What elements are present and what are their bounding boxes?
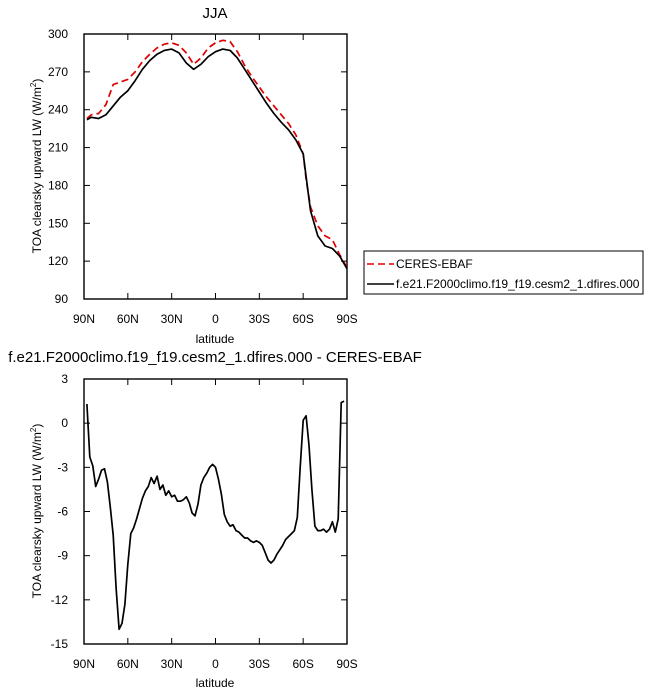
- bottom-y-tick-label: 0: [61, 416, 68, 430]
- bottom-series-line-0: [86, 400, 345, 631]
- bottom-x-tick-label: 90N: [73, 657, 95, 671]
- bottom-y-tick-label: -3: [57, 460, 68, 474]
- bottom-x-tick-label: 30S: [249, 657, 270, 671]
- top-y-tick-label: 180: [48, 178, 68, 192]
- legend-label-ceres: CERES-EBAF: [396, 257, 473, 271]
- top-x-tick-label: 60N: [117, 312, 139, 326]
- top-y-tick-label: 90: [55, 292, 69, 306]
- bottom-x-tick-label: 0: [212, 657, 219, 671]
- bottom-y-axis-label: TOA clearsky upward LW (W/m2): [29, 424, 44, 599]
- bottom-y-tick-label: -9: [57, 549, 68, 563]
- bottom-y-tick-label: -6: [57, 505, 68, 519]
- legend-box: [363, 250, 644, 295]
- bottom-series-lines: [86, 400, 345, 631]
- bottom-y-tick-label: 3: [61, 372, 68, 386]
- bottom-x-axis: 90N 60N 30N 0 30S 60S 90S: [73, 379, 358, 671]
- top-series-lines: [86, 39, 348, 270]
- top-series-line-1: [86, 48, 348, 270]
- top-y-axis-label-sup: 2: [29, 82, 38, 87]
- legend-label-model: f.e21.F2000climo.f19_f19.cesm2_1.dfires.…: [396, 277, 640, 291]
- top-x-tick-label: 90S: [336, 312, 357, 326]
- top-x-tick-label: 30N: [161, 312, 183, 326]
- bottom-x-axis-label: latitude: [196, 676, 235, 690]
- legend: CERES-EBAF f.e21.F2000climo.f19_f19.cesm…: [363, 250, 644, 295]
- top-y-axis-label: TOA clearsky upward LW (W/m2): [29, 79, 44, 254]
- bottom-y-tick-label: -12: [51, 593, 69, 607]
- top-y-tick-label: 300: [48, 27, 68, 41]
- top-x-axis-label: latitude: [196, 332, 235, 346]
- top-y-axis: 90 120 150 180 210 240 270 300: [48, 27, 347, 306]
- bottom-chart-title: f.e21.F2000climo.f19_f19.cesm2_1.dfires.…: [8, 349, 422, 366]
- top-y-axis-label-end: ): [30, 79, 44, 83]
- bottom-x-tick-label: 90S: [336, 657, 357, 671]
- bottom-y-axis-label-text: TOA clearsky upward LW (W/m: [30, 432, 44, 598]
- bottom-y-axis: -15 -12 -9 -6 -3 0 3: [51, 372, 347, 651]
- bottom-x-tick-label: 30N: [161, 657, 183, 671]
- bottom-x-tick-label: 60N: [117, 657, 139, 671]
- top-x-tick-label: 60S: [292, 312, 313, 326]
- top-plot-frame: [83, 33, 348, 300]
- bottom-x-tick-label: 60S: [292, 657, 313, 671]
- top-x-tick-label: 90N: [73, 312, 95, 326]
- top-y-axis-label-text: TOA clearsky upward LW (W/m: [30, 87, 44, 253]
- top-y-tick-label: 210: [48, 141, 68, 155]
- top-y-tick-label: 120: [48, 254, 68, 268]
- bottom-y-tick-label: -15: [51, 637, 69, 651]
- top-x-tick-label: 30S: [249, 312, 270, 326]
- bottom-y-axis-label-sup: 2: [29, 427, 38, 432]
- top-x-tick-label: 0: [212, 312, 219, 326]
- difference-panel: f.e21.F2000climo.f19_f19.cesm2_1.dfires.…: [8, 349, 422, 690]
- top-y-tick-label: 270: [48, 65, 68, 79]
- top-x-axis: 90N 60N 30N 0 30S 60S 90S: [73, 34, 358, 326]
- top-chart-title: JJA: [202, 5, 227, 22]
- bottom-y-axis-label-end: ): [30, 424, 44, 428]
- top-y-tick-label: 150: [48, 216, 68, 230]
- top-series-line-0: [86, 39, 348, 268]
- climatology-panel: JJA 90 120 150 180 210 240 270 300 90N 60N 30N 0 30…: [29, 5, 644, 346]
- bottom-plot-frame: [83, 378, 348, 645]
- top-y-tick-label: 240: [48, 103, 68, 117]
